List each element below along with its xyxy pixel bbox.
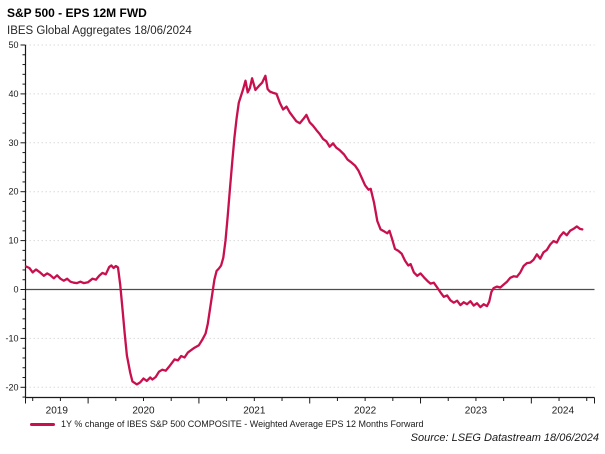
svg-text:0: 0 — [13, 285, 18, 295]
svg-text:30: 30 — [8, 138, 18, 148]
legend-line-swatch — [30, 422, 55, 426]
svg-text:2020: 2020 — [132, 406, 155, 417]
svg-text:10: 10 — [8, 236, 18, 246]
legend-label: 1Y % change of IBES S&P 500 COMPOSITE - … — [61, 419, 424, 429]
svg-text:50: 50 — [8, 40, 18, 50]
svg-text:2019: 2019 — [46, 406, 69, 417]
svg-text:2024: 2024 — [552, 406, 575, 417]
svg-text:2023: 2023 — [465, 406, 488, 417]
svg-text:2021: 2021 — [243, 406, 266, 417]
svg-text:-10: -10 — [5, 333, 18, 343]
chart-header: S&P 500 - EPS 12M FWD IBES Global Aggreg… — [7, 5, 192, 40]
svg-text:20: 20 — [8, 187, 18, 197]
chart-title: S&P 500 - EPS 12M FWD — [7, 6, 147, 20]
svg-text:-20: -20 — [5, 382, 18, 392]
svg-text:2022: 2022 — [354, 406, 377, 417]
chart-subtitle: IBES Global Aggregates 18/06/2024 — [7, 25, 192, 38]
source-attribution: Source: LSEG Datastream 18/06/2024 — [410, 432, 599, 444]
chart-legend: 1Y % change of IBES S&P 500 COMPOSITE - … — [30, 419, 424, 429]
svg-text:40: 40 — [8, 89, 18, 99]
